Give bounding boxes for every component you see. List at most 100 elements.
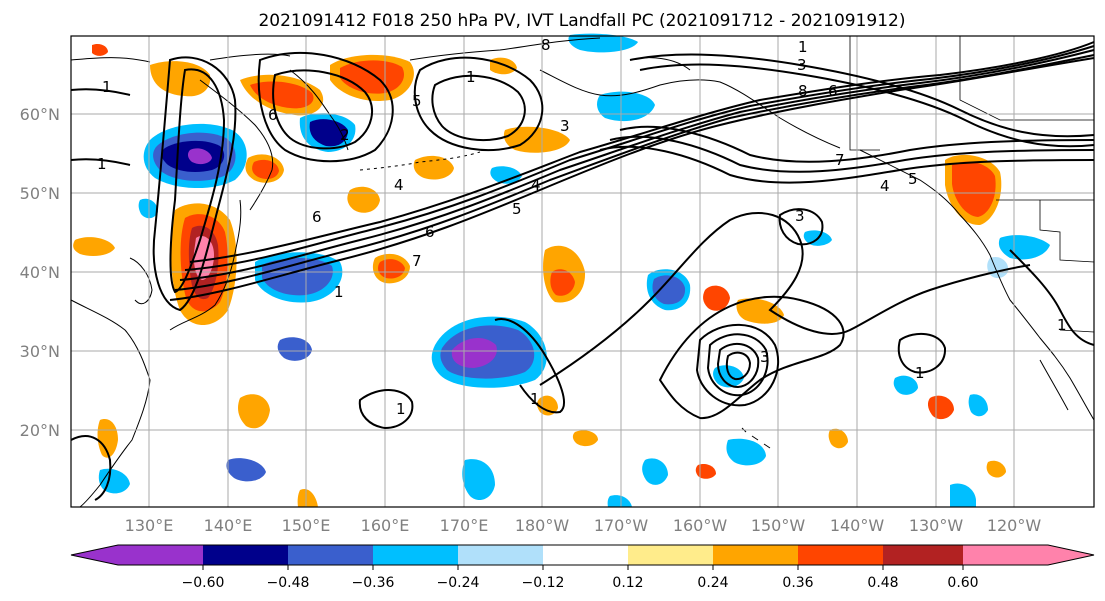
contour-label: 1	[915, 364, 925, 382]
contour-labels: 1 1 1 1 1 1 1 1 1 2 3 3 3 3 4 4 4 5 5 5 …	[97, 36, 1067, 418]
colorbar-segment	[288, 545, 373, 565]
contour-label: 7	[412, 252, 422, 270]
pv-contour-line	[629, 53, 1095, 138]
lat-label: 60°N	[20, 105, 60, 124]
contour-label: 3	[795, 207, 805, 225]
pv-contour-line	[70, 88, 131, 166]
colorbar-tick-label: 0.12	[612, 575, 643, 591]
colorbar-segment	[798, 545, 883, 565]
pv-contour-loop	[897, 332, 947, 374]
pc-blob-negative	[187, 148, 212, 165]
contour-label: 6	[312, 208, 322, 226]
pv-contour-line	[539, 211, 1031, 386]
pv-contour-loop	[658, 295, 845, 420]
map-panel: 1 1 1 1 1 1 1 1 1 2 3 3 3 3 4 4 4 5 5 5 …	[70, 33, 1095, 508]
map-frame	[70, 35, 1095, 508]
colorbar-segment	[628, 545, 713, 565]
contour-label: 4	[394, 176, 404, 194]
pv-contour-loop	[272, 69, 373, 150]
pc-blob-positive	[73, 237, 115, 256]
colorbar-extend-high	[1048, 545, 1094, 565]
contour-label: 3	[797, 56, 807, 74]
pc-blob-negative	[462, 459, 495, 501]
colorbar-segment	[963, 545, 1048, 565]
colorbar: −0.60 −0.48 −0.36 −0.24 −0.12 0.12 0.24 …	[70, 544, 1095, 591]
pc-blob-negative	[950, 483, 976, 507]
pc-blob-negative	[893, 375, 918, 395]
contour-label: 1	[466, 68, 476, 86]
lon-label: 160°E	[361, 516, 410, 535]
latitude-labels: 60°N 50°N 40°N 30°N 20°N	[20, 105, 60, 440]
pc-blob-negative	[277, 337, 312, 361]
borders	[849, 36, 1095, 333]
contour-label: 4	[880, 177, 890, 195]
lon-label: 120°W	[987, 516, 1042, 535]
colorbar-segment	[203, 545, 288, 565]
lon-label: 170°W	[594, 516, 649, 535]
colorbar-tick-label: −0.48	[267, 575, 310, 591]
pc-blob-positive	[572, 430, 598, 447]
colorbar-segment	[713, 545, 798, 565]
contour-label: 5	[412, 92, 422, 110]
pv-contour-loop	[358, 389, 414, 430]
figure-title: 2021091412 F018 250 hPa PV, IVT Landfall…	[258, 11, 905, 31]
colorbar-tick-label: −0.24	[437, 575, 480, 591]
pv-contour-line	[189, 41, 1095, 263]
pc-blob-positive	[695, 464, 716, 479]
pv-contour-line	[184, 45, 1095, 271]
contour-label: 3	[760, 348, 770, 366]
border-us-states	[1039, 200, 1095, 263]
contour-label: 2	[340, 126, 350, 144]
pc-blob-positive	[736, 298, 784, 324]
lon-label: 170°E	[440, 516, 489, 535]
pc-shading	[73, 33, 1050, 507]
border-us-mexico	[1059, 329, 1095, 333]
pc-blob-negative	[652, 275, 686, 305]
contour-label: 3	[560, 117, 570, 135]
pv-contour-loop	[152, 56, 237, 312]
coastline-kamchatka	[199, 69, 349, 211]
pv-contour-line	[609, 135, 1095, 173]
pc-blob-negative	[309, 119, 348, 147]
pc-blob-positive	[703, 285, 730, 311]
pv-contour-line	[179, 49, 1095, 281]
pc-blob-negative	[968, 394, 988, 417]
coastline-north-america	[859, 149, 1095, 421]
pc-blob-negative	[607, 495, 632, 507]
contour-label: 1	[102, 78, 112, 96]
colorbar-tick-label: 0.36	[782, 575, 813, 591]
pc-blob-negative	[726, 438, 766, 466]
colorbar-extend-low	[71, 545, 118, 565]
pc-blob-positive	[92, 43, 108, 56]
colorbar-segment	[118, 545, 203, 565]
colorbar-tick-label: −0.60	[182, 575, 225, 591]
pv-contour-loop	[716, 342, 760, 389]
pc-blob-positive	[952, 161, 996, 217]
colorbar-segment	[373, 545, 458, 565]
pv-contour-line	[1009, 249, 1095, 346]
contour-label: 8	[798, 82, 808, 100]
colorbar-segment	[883, 545, 963, 565]
pc-blob-positive	[297, 488, 318, 507]
pc-blob-negative	[226, 458, 266, 482]
lon-label: 140°W	[830, 516, 885, 535]
pc-blob-positive	[250, 81, 314, 109]
contour-label: 1	[798, 38, 808, 56]
pv-contour-line	[174, 54, 1095, 291]
lon-label: 130°E	[125, 516, 174, 535]
pc-blob-negative	[998, 235, 1050, 260]
colorbar-outline	[70, 544, 1095, 566]
pc-blob-negative	[451, 337, 497, 368]
pv-contour-loop	[431, 74, 526, 142]
contour-label: 1	[334, 283, 344, 301]
longitude-labels: 130°E 140°E 150°E 160°E 170°E 180°W 170°…	[125, 516, 1042, 535]
coastline-east-asia	[70, 299, 151, 508]
contour-label: 6	[425, 223, 435, 241]
pc-blob-positive	[550, 269, 575, 296]
colorbar-tick-label: 0.24	[697, 575, 728, 591]
pc-blob-positive	[97, 419, 118, 458]
contour-label: 5	[908, 170, 918, 188]
lon-label: 150°W	[751, 516, 806, 535]
pc-blob-positive	[238, 394, 270, 429]
